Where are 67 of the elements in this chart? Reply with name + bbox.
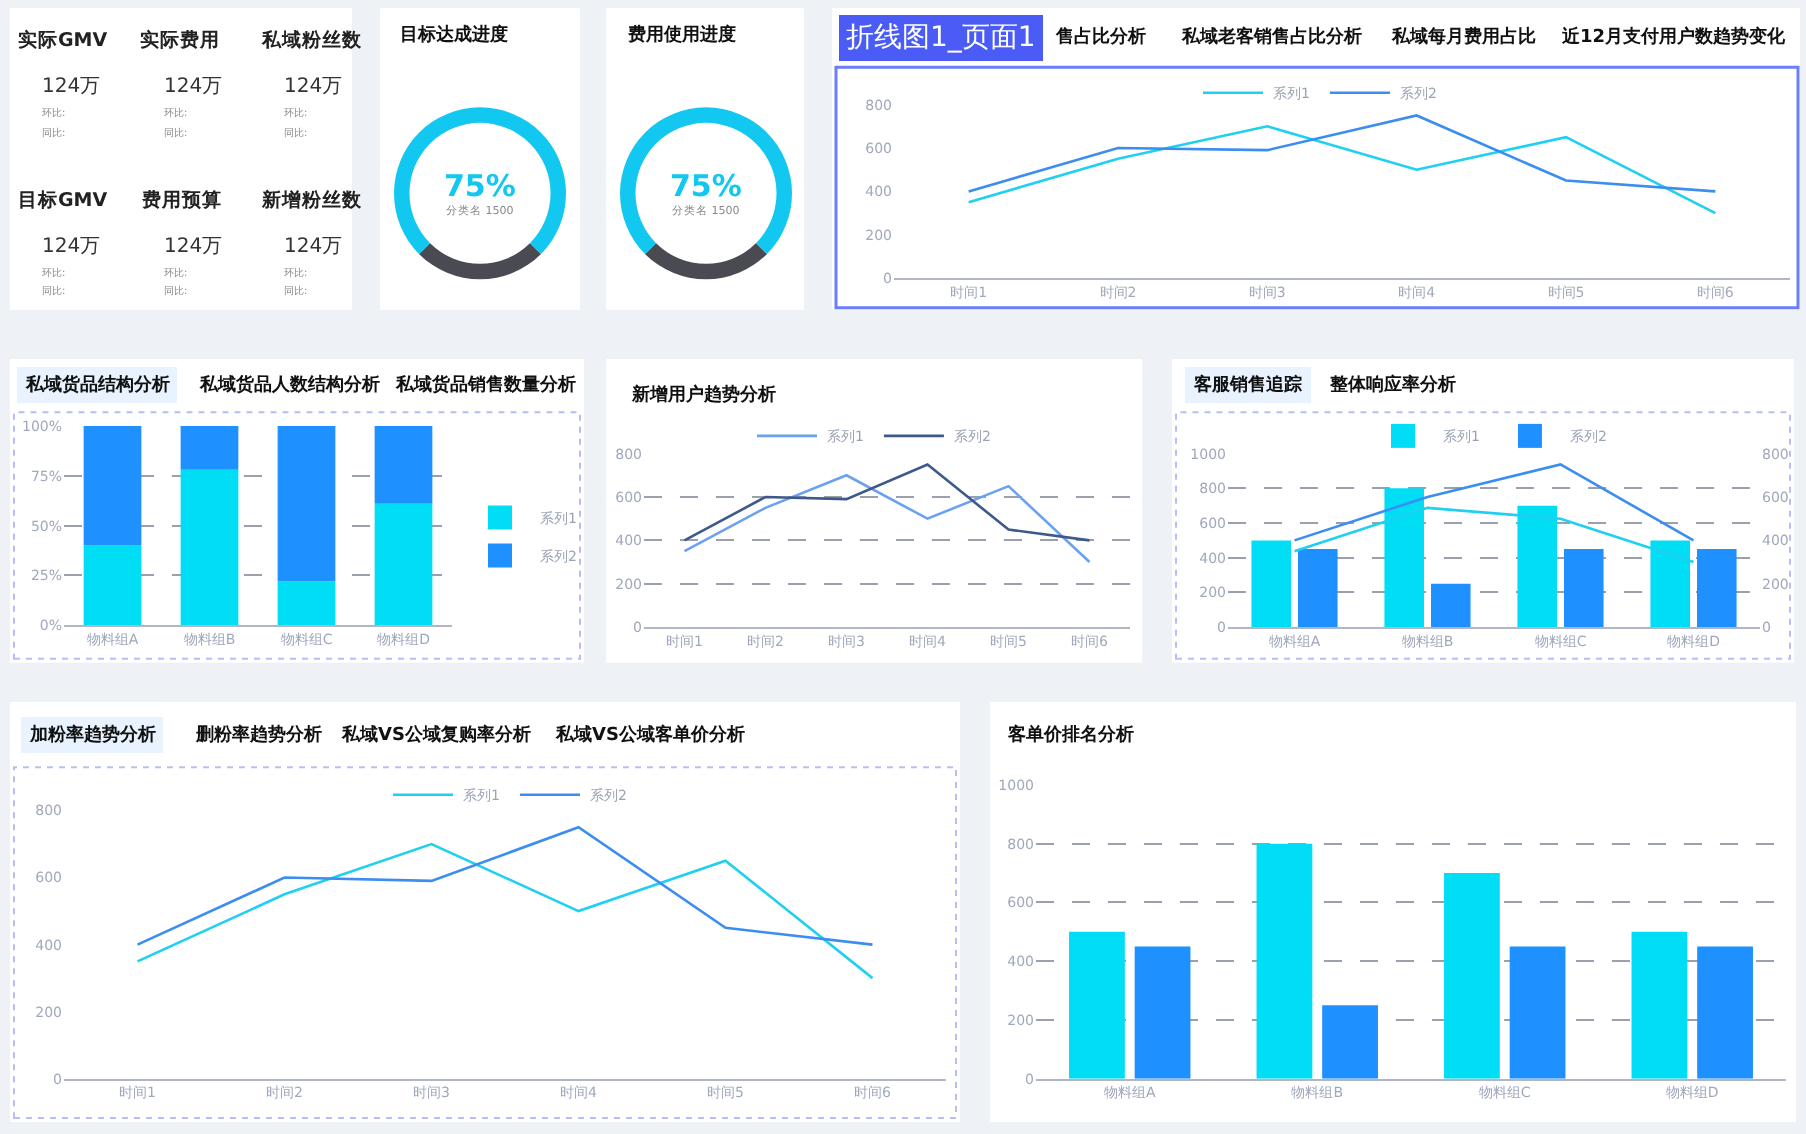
text: 私域货品销售数量分析 [394, 374, 576, 396]
donut-slice [620, 107, 792, 255]
donut-slice [645, 243, 767, 280]
chart-title: 新增用户趋势分析 [630, 384, 776, 406]
bar [1069, 931, 1125, 1079]
chart-title: 折线图1_页面1 [846, 22, 1036, 54]
bar [83, 545, 142, 626]
text: 售占比分析 [1054, 26, 1146, 48]
text: 新增粉丝数 [260, 188, 364, 212]
text: 实际GMV [18, 28, 109, 52]
bar [1134, 946, 1191, 1079]
text: 124万 [164, 236, 223, 258]
line-series [136, 842, 874, 980]
bar [1650, 540, 1690, 628]
chart-title: 目标达成进度 [400, 24, 508, 46]
bar [374, 426, 433, 504]
bar [1509, 946, 1566, 1079]
chart-title: 私域货品结构分析 [24, 374, 170, 396]
text: 75% [670, 168, 742, 204]
bar [1384, 488, 1424, 628]
bar [83, 426, 142, 546]
text: 费用预算 [140, 188, 222, 212]
text: 75% [444, 168, 516, 204]
text: 整体响应率分析 [1328, 374, 1456, 396]
bar [1697, 549, 1737, 628]
chart-title: 客单价排名分析 [1006, 724, 1134, 746]
line-series [967, 125, 1717, 215]
text: 私域老客销售占比分析 [1180, 26, 1362, 48]
donut-slice [419, 243, 541, 280]
bar [180, 469, 239, 626]
text: 124万 [42, 236, 101, 258]
bar [1631, 931, 1688, 1079]
bar [374, 503, 433, 626]
bar [1251, 540, 1291, 628]
text: 124万 [284, 236, 343, 258]
text: 124万 [164, 76, 223, 98]
line-series [967, 114, 1717, 193]
text: 近12月支付用户数趋势变化 [1560, 26, 1788, 48]
bar [1322, 1005, 1378, 1079]
chart-title: 客服销售追踪 [1192, 374, 1304, 396]
chart-title: 费用使用进度 [626, 24, 736, 46]
bar [277, 426, 336, 582]
bar [1256, 843, 1313, 1079]
text: 私域每月费用占比 [1390, 26, 1536, 48]
text: 私域货品人数结构分析 [198, 374, 380, 396]
text: 124万 [42, 76, 101, 98]
line-series [683, 463, 1091, 542]
text: 私域粉丝数 [260, 28, 364, 52]
bar [180, 426, 239, 470]
text: 删粉率趋势分析 [194, 724, 322, 746]
text: 目标GMV [18, 188, 109, 212]
text: 私域VS公域复购率分析 [340, 724, 531, 746]
bar [1564, 549, 1604, 628]
text: 124万 [284, 76, 343, 98]
bar [1517, 505, 1557, 628]
bar [1697, 946, 1753, 1079]
bar [1298, 549, 1338, 628]
text: 私域VS公域客单价分析 [554, 724, 745, 746]
bar [1444, 873, 1500, 1079]
chart-title: 加粉率趋势分析 [28, 724, 156, 746]
bar [1431, 583, 1471, 628]
donut-slice [394, 107, 566, 255]
line-series [136, 825, 874, 946]
bar [277, 581, 336, 626]
text: 实际费用 [140, 28, 220, 52]
line-series [1293, 506, 1695, 564]
line-series [683, 474, 1091, 564]
